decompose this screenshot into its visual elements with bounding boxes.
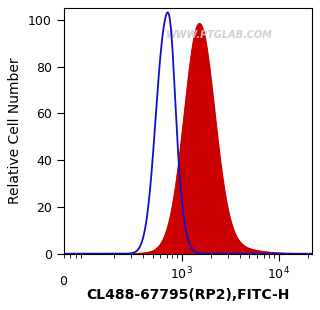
X-axis label: CL488-67795(RP2),FITC-H: CL488-67795(RP2),FITC-H: [86, 288, 289, 302]
Text: WWW.PTGLAB.COM: WWW.PTGLAB.COM: [166, 30, 273, 40]
Text: 0: 0: [60, 275, 68, 288]
Y-axis label: Relative Cell Number: Relative Cell Number: [8, 58, 22, 204]
